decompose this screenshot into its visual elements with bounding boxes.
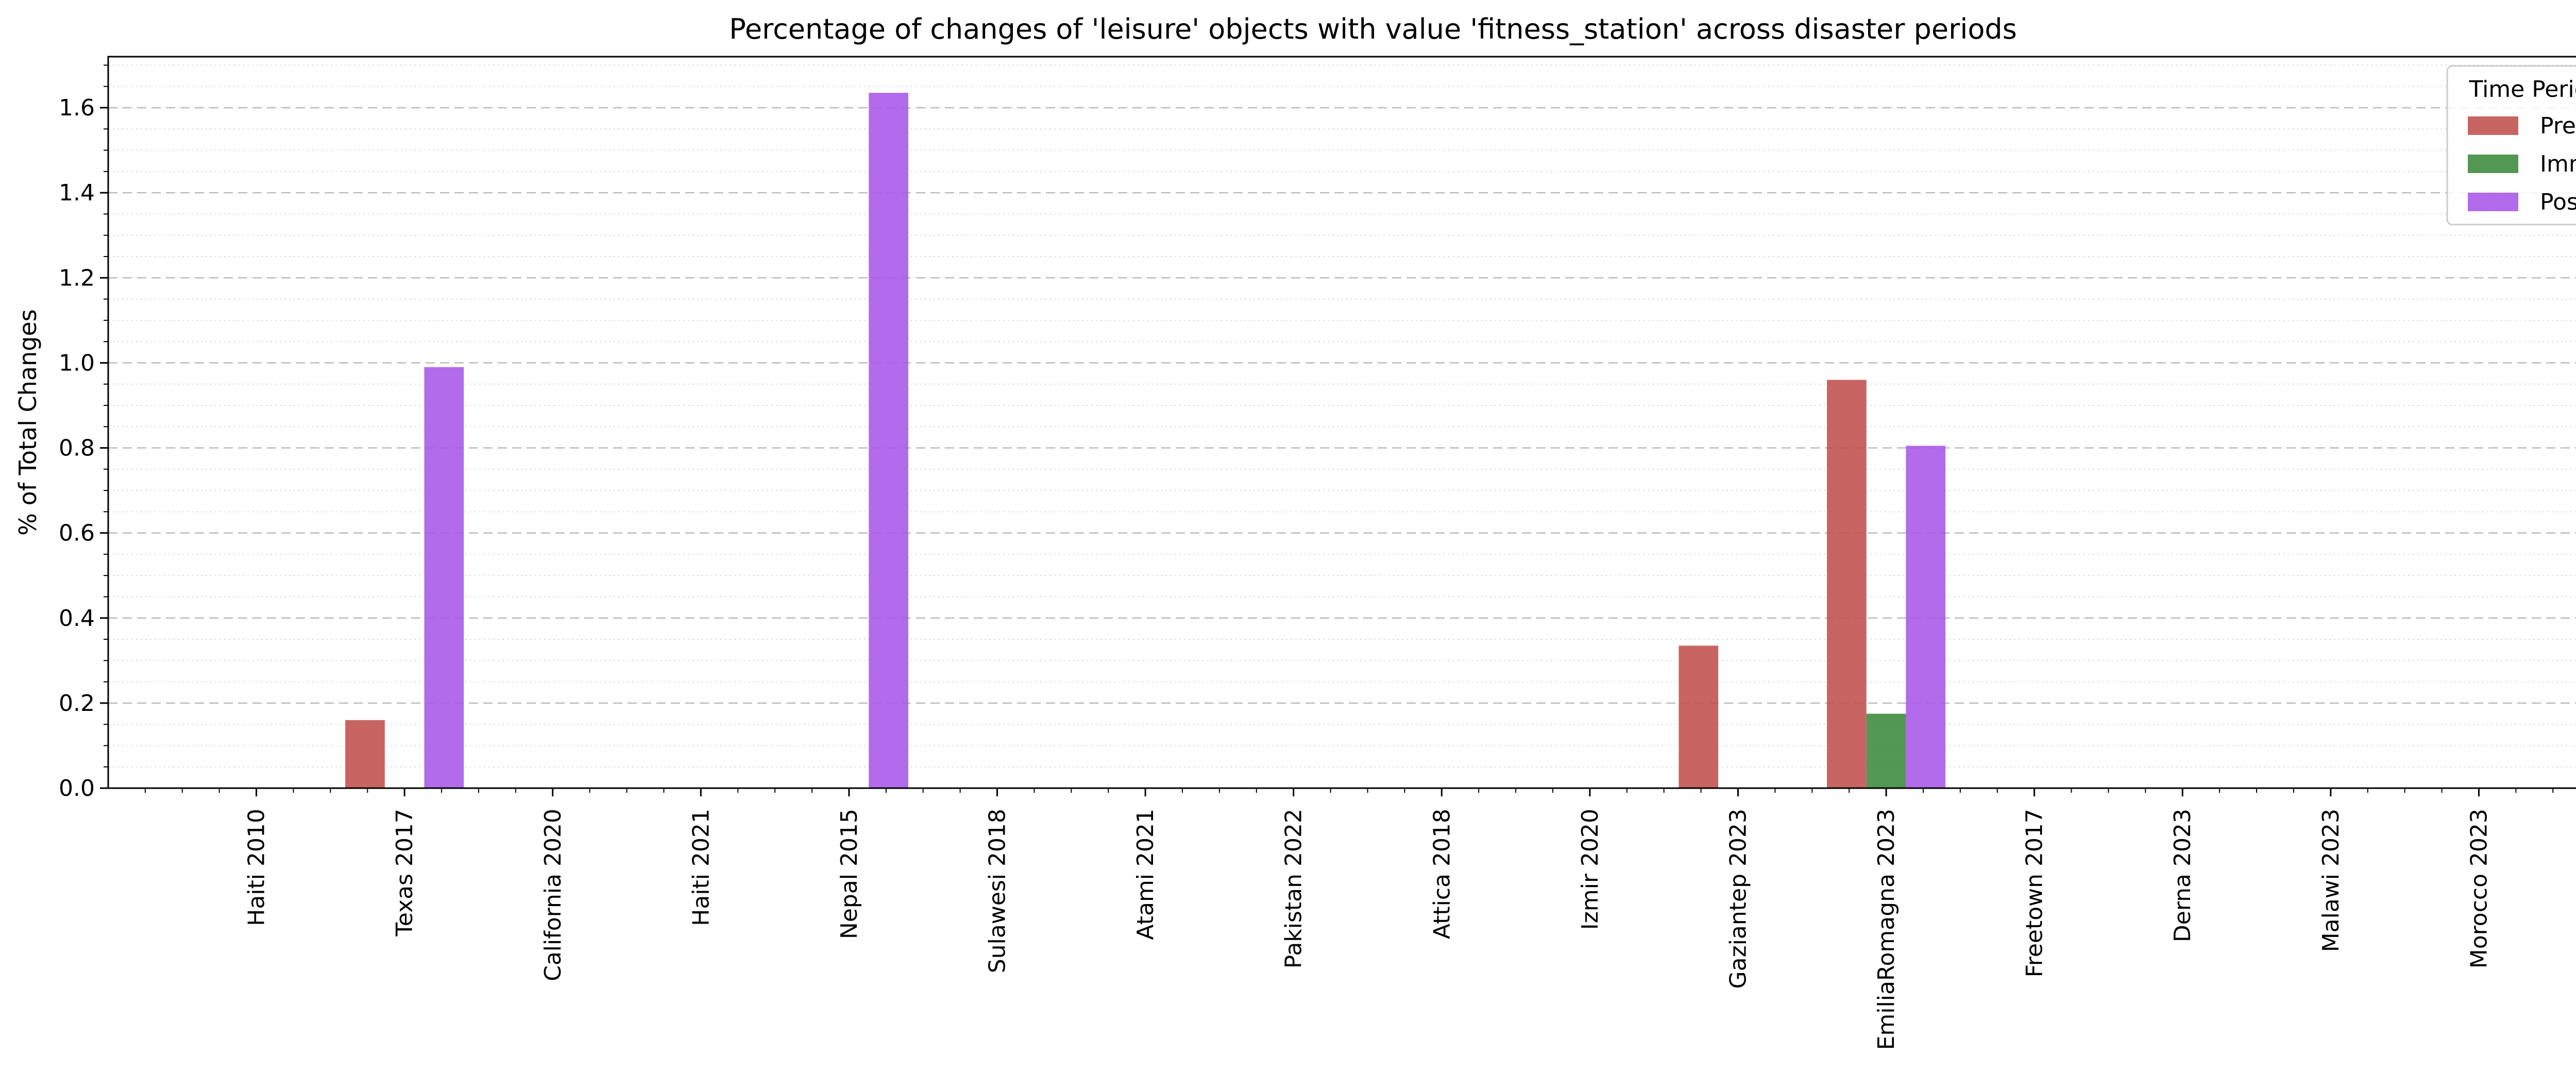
x-tick-label: Haiti 2010 xyxy=(244,809,270,926)
x-tick-label: Texas 2017 xyxy=(392,809,418,937)
x-tick-label: Nepal 2015 xyxy=(836,809,862,939)
y-tick-label: 1.4 xyxy=(59,180,95,206)
bar-pre xyxy=(1827,380,1867,788)
bars xyxy=(345,93,1946,788)
y-tick-label: 0.2 xyxy=(59,690,95,717)
legend-swatch-post xyxy=(2468,193,2518,211)
y-tick-label: 1.2 xyxy=(59,265,95,291)
y-tick-label: 1.6 xyxy=(59,95,95,121)
x-tick-label: Freetown 2017 xyxy=(2022,809,2048,977)
legend-swatch-imm xyxy=(2468,155,2518,173)
axes: 0.0 0.2 0.4 0.6 0.8 1.0 1.2 1.4 1.6 Haiti 2010 Tex… xyxy=(59,56,2576,1050)
bar-pre xyxy=(345,720,385,788)
legend-frame xyxy=(2446,65,2576,226)
legend-label-post: Post xyxy=(2540,189,2576,215)
x-tick-label: Attica 2018 xyxy=(1429,809,1455,939)
x-tick-label: Pakistan 2022 xyxy=(1281,809,1307,968)
bar-imm xyxy=(1866,713,1906,788)
x-tick-label: Gaziantep 2023 xyxy=(1725,809,1751,989)
legend-title: Time Period xyxy=(2469,76,2576,103)
x-tick-label: California 2020 xyxy=(540,809,566,981)
y-tick-label: 0.6 xyxy=(59,520,95,547)
x-tick-label: Haiti 2021 xyxy=(688,809,714,926)
legend-label-imm: Imm xyxy=(2540,151,2576,177)
x-tick-label: Sulawesi 2018 xyxy=(985,809,1011,973)
bar-post xyxy=(1906,446,1946,788)
x-tick-label: Atami 2021 xyxy=(1132,809,1159,940)
x-tick-label: Derna 2023 xyxy=(2170,809,2196,942)
plot-frame xyxy=(107,56,2576,789)
y-tick-label: 0.4 xyxy=(59,605,95,632)
x-tick-label: Morocco 2023 xyxy=(2466,809,2492,968)
x-tick-label: EmiliaRomagna 2023 xyxy=(1873,809,1900,1050)
bar-post xyxy=(869,93,908,788)
legend-label-pre: Pre xyxy=(2540,113,2576,139)
bar-pre xyxy=(1679,645,1719,788)
bar-post xyxy=(424,367,464,788)
y-tick-label: 0.0 xyxy=(59,775,95,802)
legend-swatch-pre xyxy=(2468,116,2518,135)
chart-title: Percentage of changes of 'leisure' objec… xyxy=(729,13,2017,45)
legend-items: Pre Imm Post xyxy=(2468,113,2576,215)
grid-lines xyxy=(108,64,2576,768)
y-tick-label: 1.0 xyxy=(59,350,95,376)
y-tick-label: 0.8 xyxy=(59,435,95,462)
x-tick-label: Izmir 2020 xyxy=(1577,809,1603,930)
legend: Time Period Pre Imm Post xyxy=(2446,65,2576,226)
y-axis-label: % of Total Changes xyxy=(14,309,42,535)
x-tick-label: Malawi 2023 xyxy=(2318,809,2344,952)
